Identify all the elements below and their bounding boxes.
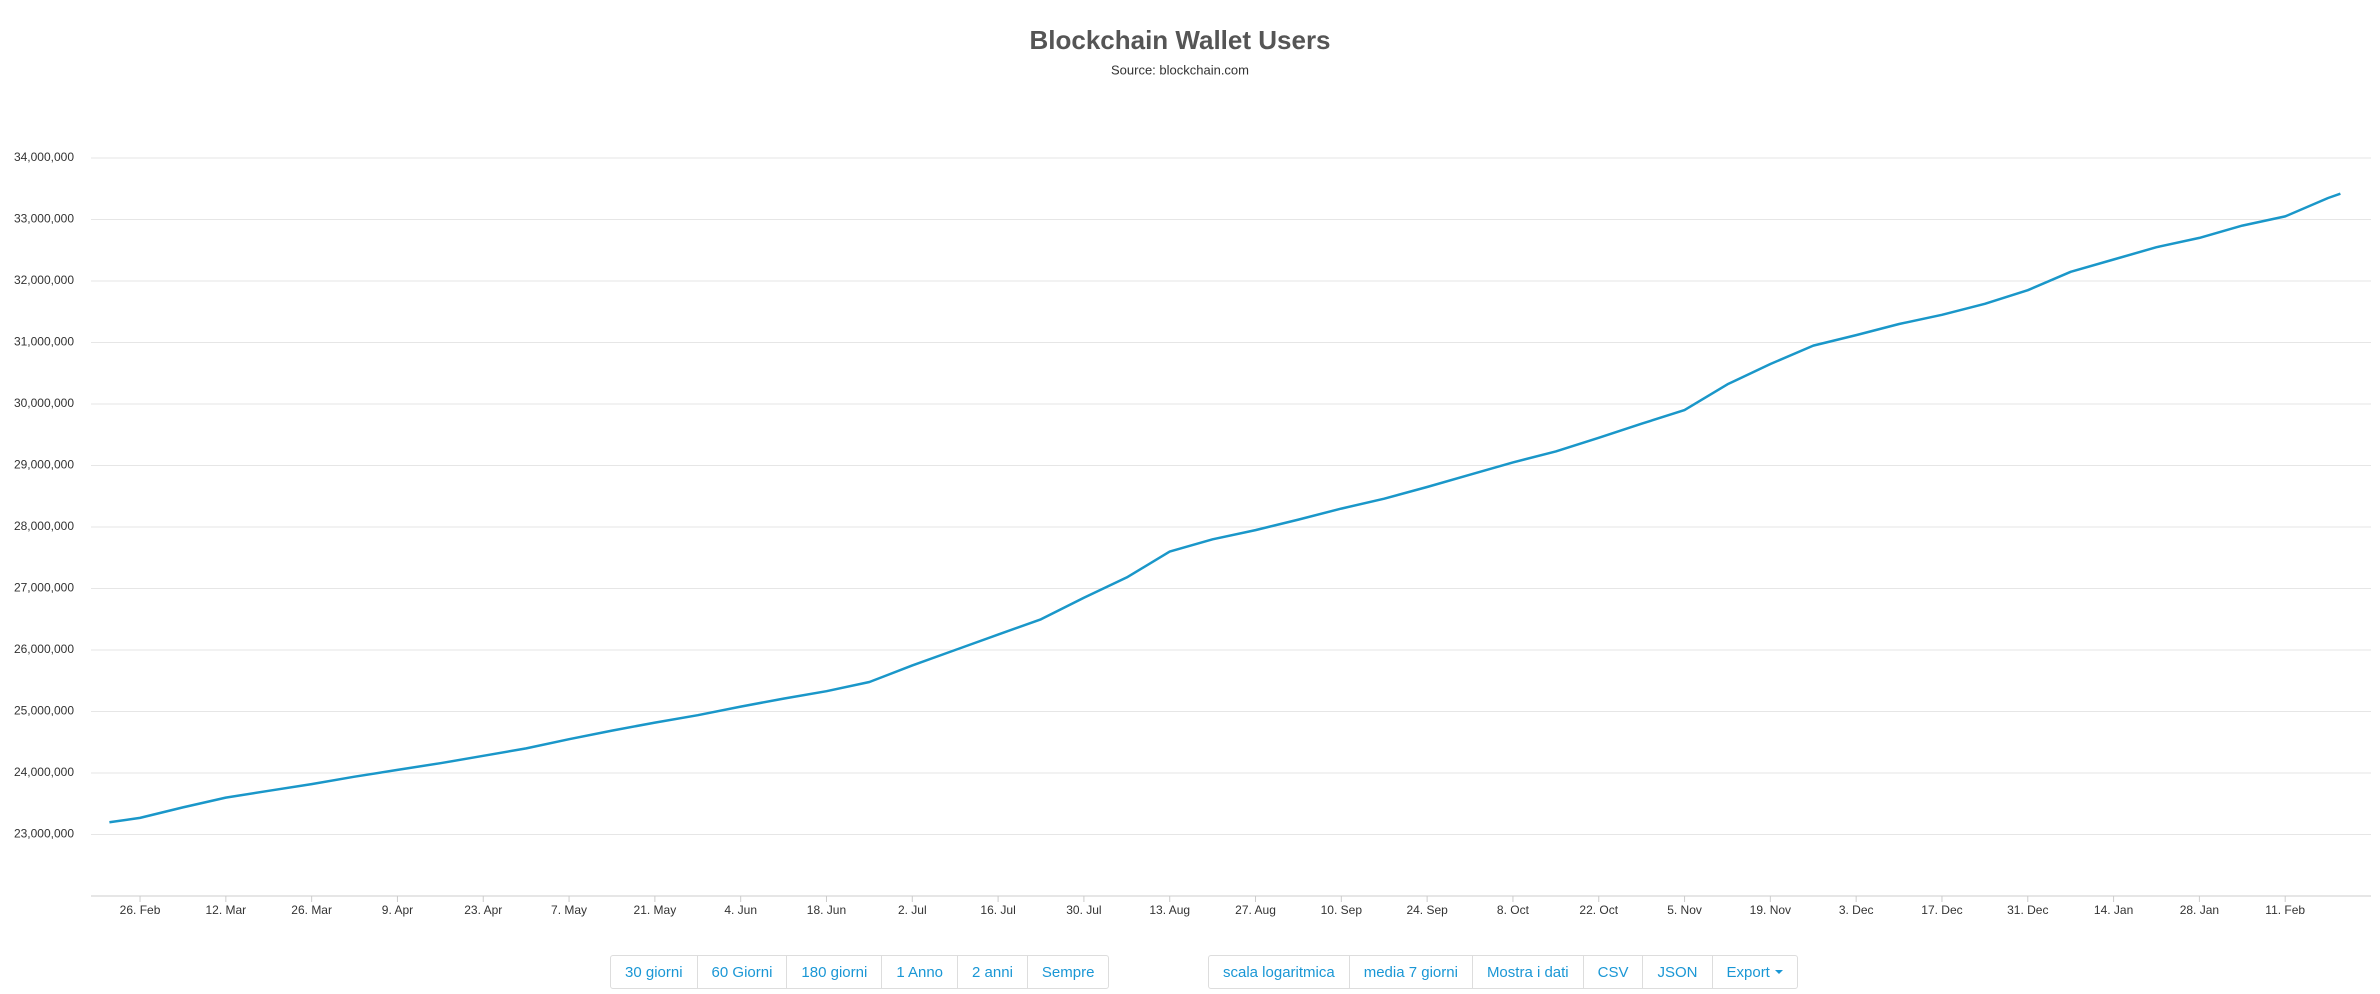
button-label: Export (1726, 963, 1770, 981)
button[interactable]: Mostra i dati (1473, 956, 1584, 988)
button[interactable]: JSON (1643, 956, 1713, 988)
x-tick-label: 30. Jul (1066, 903, 1101, 917)
button[interactable]: 2 anni (958, 956, 1028, 988)
y-tick-label: 29,000,000 (14, 458, 74, 472)
chart: Blockchain Wallet Users Source: blockcha… (14, 25, 2371, 917)
button-label: 1 Anno (896, 963, 944, 981)
x-tick-label: 11. Feb (2265, 903, 2305, 917)
button-label: 60 Giorni (711, 963, 773, 981)
y-tick-label: 33,000,000 (14, 212, 74, 226)
x-tick-label: 9. Apr (382, 903, 413, 917)
y-tick-label: 27,000,000 (14, 581, 74, 595)
x-tick-label: 21. May (634, 903, 677, 917)
y-tick-label: 24,000,000 (14, 765, 74, 779)
y-tick-label: 26,000,000 (14, 642, 74, 656)
button[interactable]: Sempre (1028, 956, 1109, 988)
x-tick-label: 24. Sep (1406, 903, 1448, 917)
button[interactable]: media 7 giorni (1350, 956, 1473, 988)
x-tick-label: 4. Jun (724, 903, 757, 917)
button[interactable]: CSV (1584, 956, 1644, 988)
x-tick-label: 23. Apr (464, 903, 502, 917)
x-tick-label: 27. Aug (1235, 903, 1276, 917)
x-tick-label: 31. Dec (2007, 903, 2048, 917)
range-buttons: 30 giorni 60 Giorni 180 giorni 1 Anno 2 anni… (610, 955, 1110, 989)
button[interactable]: scala logaritmica (1209, 956, 1350, 988)
x-tick-label: 26. Feb (120, 903, 161, 917)
y-tick-label: 34,000,000 (14, 150, 74, 164)
line (109, 192, 2341, 824)
y-tick-label: 31,000,000 (14, 335, 74, 349)
x-tick-label: 5. Nov (1667, 903, 1702, 917)
x-tick-label: 2. Jul (898, 903, 927, 917)
button-label: CSV (1597, 963, 1629, 981)
y-tick-label: 23,000,000 (14, 827, 74, 841)
x-tick-label: 7. May (551, 903, 587, 917)
x-tick-label: 12. Mar (205, 903, 246, 917)
button[interactable]: 30 giorni (611, 956, 698, 988)
button-label: 180 giorni (801, 963, 868, 981)
button[interactable]: 1 Anno (882, 956, 959, 988)
button[interactable]: 180 giorni (787, 956, 883, 988)
y-tick-label: 25,000,000 (14, 704, 74, 718)
dropdown-caret (1774, 970, 1783, 974)
y-tick-label: 28,000,000 (14, 519, 74, 533)
x-tick-label: 13. Aug (1149, 903, 1190, 917)
chart-title: Blockchain Wallet Users (1029, 25, 1330, 55)
x-tick-label: 8. Oct (1497, 903, 1530, 917)
x-tick-label: 17. Dec (1921, 903, 1962, 917)
x-tick-label: 14. Jan (2094, 903, 2133, 917)
x-tick-label: 22. Oct (1579, 903, 1618, 917)
x-tick-label: 3. Dec (1839, 903, 1874, 917)
button-label: Sempre (1041, 963, 1095, 981)
x-tick-label: 26. Mar (291, 903, 332, 917)
x-tick-label: 28. Jan (2180, 903, 2219, 917)
y-tick-label: 32,000,000 (14, 273, 74, 287)
x-tick-label: 16. Jul (980, 903, 1015, 917)
chart-subtitle: Source: blockchain.com (1111, 62, 1249, 77)
button-label: 2 anni (972, 963, 1013, 981)
x-tick-label: 18. Jun (807, 903, 846, 917)
option-buttons: scala logaritmica media 7 giorni Mostra i … (1208, 955, 1798, 989)
button-label: 30 giorni (625, 963, 683, 981)
x-tick-label: 10. Sep (1321, 903, 1363, 917)
button-label: media 7 giorni (1363, 963, 1458, 981)
x-tick-label: 19. Nov (1750, 903, 1791, 917)
button-label: Mostra i dati (1486, 963, 1569, 981)
button-label: scala logaritmica (1223, 963, 1335, 981)
button[interactable]: Export (1713, 956, 1797, 988)
y-tick-label: 30,000,000 (14, 396, 74, 410)
button-label: JSON (1657, 963, 1698, 981)
button[interactable]: 60 Giorni (698, 956, 788, 988)
